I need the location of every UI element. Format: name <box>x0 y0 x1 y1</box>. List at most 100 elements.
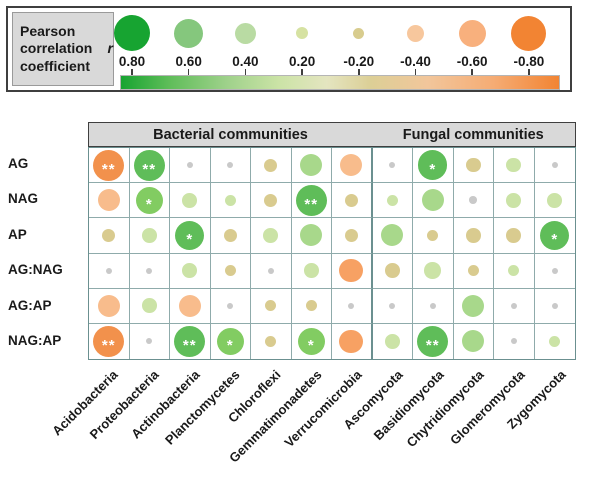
correlation-cell <box>372 183 413 219</box>
legend-title: Pearson correlation coefficient r <box>12 12 114 86</box>
legend-tick-mark <box>244 69 247 75</box>
correlation-bubble <box>146 338 153 345</box>
correlation-bubble <box>340 154 363 177</box>
correlation-cell <box>332 323 373 359</box>
legend-circle <box>407 24 424 42</box>
correlation-cell: ** <box>170 323 211 359</box>
correlation-cell: ** <box>89 148 130 184</box>
correlation-cell <box>372 288 413 324</box>
correlation-bubble <box>178 294 201 317</box>
correlation-cell <box>332 183 373 219</box>
correlation-bubble <box>465 157 481 173</box>
correlation-bubble <box>344 228 358 242</box>
correlation-cell <box>291 148 332 184</box>
correlation-bubble <box>224 194 236 206</box>
correlation-bubble <box>300 224 323 247</box>
correlation-cell <box>534 254 575 289</box>
correlation-cell <box>453 288 494 324</box>
correlation-bubble <box>389 302 396 309</box>
correlation-cell <box>332 288 373 324</box>
significance-marker: ** <box>142 160 157 178</box>
correlation-bubble: * <box>297 327 325 356</box>
correlation-cell <box>251 253 292 289</box>
correlation-bubble <box>384 263 400 278</box>
legend-tick-label: 0.60 <box>175 54 202 69</box>
legend-title-text: Pearson correlation coefficient <box>20 23 93 74</box>
correlation-cell <box>372 148 413 184</box>
correlation-bubble <box>424 262 442 279</box>
correlation-cell <box>494 183 535 219</box>
correlation-bubble: ** <box>174 325 206 357</box>
legend-title-symbol: r <box>107 40 113 57</box>
legend-tick-mark <box>131 69 133 75</box>
correlation-cell <box>251 218 292 254</box>
correlation-bubble <box>264 158 278 172</box>
legend-circle <box>353 27 365 39</box>
correlation-cell <box>291 253 332 289</box>
correlation-bubble: * <box>540 220 570 250</box>
legend-box: Pearson correlation coefficient r 0.80 0.6… <box>6 6 572 92</box>
legend-circle <box>296 27 309 39</box>
correlation-cell <box>251 323 292 359</box>
header-fungal-communities: Fungal communities <box>371 122 576 147</box>
correlation-bubble <box>141 298 157 314</box>
correlation-bubble <box>265 300 277 312</box>
correlation-cell <box>453 148 494 184</box>
correlation-cell <box>373 323 413 359</box>
correlation-bubble <box>227 302 234 309</box>
legend-circle <box>114 15 150 51</box>
significance-marker: * <box>429 160 437 178</box>
correlation-cell <box>291 288 332 324</box>
legend-circle <box>458 19 486 47</box>
row-label: AG <box>8 155 29 171</box>
correlation-bubble <box>547 192 563 208</box>
legend-tick-label: -0.40 <box>400 54 431 69</box>
correlation-cell <box>89 218 130 254</box>
correlation-bubble <box>427 229 439 241</box>
significance-marker: * <box>145 195 153 213</box>
correlation-cell <box>130 323 170 359</box>
legend-tick-mark <box>187 69 190 75</box>
correlation-bubble <box>227 162 234 169</box>
correlation-bubble <box>506 192 522 208</box>
correlation-cell <box>210 183 251 219</box>
significance-marker: * <box>551 230 559 248</box>
correlation-bubble <box>267 267 274 274</box>
significance-marker: * <box>307 336 315 354</box>
correlation-cell <box>494 218 535 254</box>
correlation-bubble <box>465 228 481 243</box>
correlation-bubble <box>429 302 436 309</box>
legend-tick-mark <box>471 69 473 75</box>
correlation-bubble <box>510 338 517 345</box>
correlation-cell <box>332 218 373 254</box>
correlation-bubble <box>182 263 198 278</box>
significance-marker: ** <box>425 336 440 354</box>
correlation-bubble <box>469 196 478 205</box>
correlation-cell <box>170 183 211 219</box>
legend-tick-label: -0.80 <box>513 54 545 69</box>
correlation-cell <box>251 288 292 324</box>
correlation-bubble: * <box>216 327 244 356</box>
row-label: NAG <box>8 191 38 207</box>
significance-marker: ** <box>101 336 116 354</box>
correlation-cell <box>210 288 251 324</box>
significance-marker: ** <box>304 195 319 213</box>
correlation-bubble <box>182 192 198 208</box>
correlation-bubble: * <box>175 220 205 250</box>
correlation-bubble: ** <box>93 325 125 357</box>
correlation-bubble <box>510 302 517 309</box>
correlation-bubble <box>146 267 153 274</box>
correlation-cell <box>251 148 292 184</box>
significance-marker: ** <box>182 336 197 354</box>
significance-marker: * <box>186 230 194 248</box>
correlation-bubble <box>102 228 116 242</box>
correlation-cell: * <box>129 183 170 219</box>
correlation-cell <box>413 253 454 289</box>
row-label: NAG:AP <box>8 333 62 349</box>
correlation-cell <box>494 253 535 289</box>
correlation-cell <box>494 288 535 324</box>
correlation-bubble <box>389 162 396 169</box>
legend-tick-label: -0.60 <box>456 54 488 69</box>
significance-marker: * <box>226 336 234 354</box>
correlation-cell <box>534 183 575 219</box>
